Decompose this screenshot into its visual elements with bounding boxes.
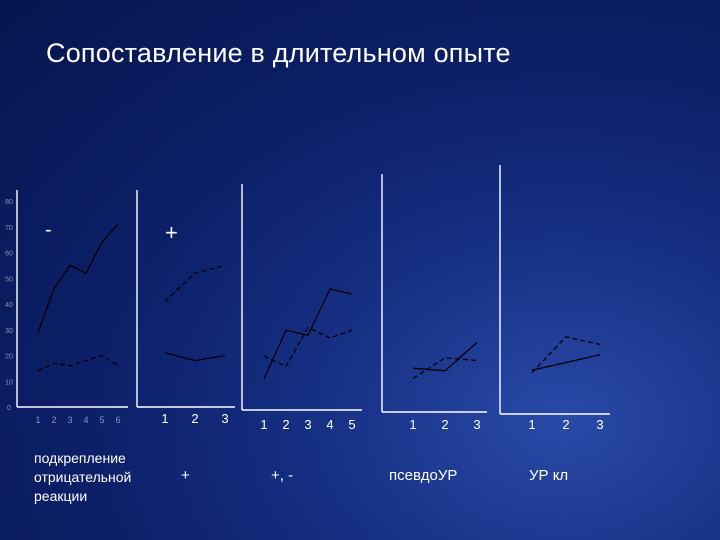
y-tick-label: 10	[5, 379, 13, 386]
slide-title: Сопоставление в длительном опыте	[46, 38, 511, 68]
series-line-solid	[164, 352, 226, 362]
x-tick-label: 1	[409, 417, 416, 432]
panel-label: -	[45, 219, 52, 241]
x-tick-label: 1	[35, 415, 40, 425]
caption-pseudo-cr: псевдоУР	[389, 467, 458, 484]
panel-label: +	[165, 220, 178, 245]
series-line-solid	[263, 288, 353, 380]
x-tick-label: 2	[441, 417, 448, 432]
x-tick-label: 2	[562, 417, 569, 432]
y-tick-label: 80	[5, 199, 13, 206]
x-tick-label: 3	[67, 415, 72, 425]
x-tick-label: 2	[51, 415, 56, 425]
caption-negative-reinforcement: подкрепление отрицательной реакции	[34, 450, 132, 504]
x-tick-label: 4	[326, 417, 333, 432]
series-line-solid	[412, 342, 478, 372]
x-tick-label: 3	[473, 417, 480, 432]
series-line-dashed	[531, 336, 601, 374]
x-tick-label: 2	[282, 417, 289, 432]
y-tick-label: 20	[5, 354, 13, 361]
x-tick-label: 3	[596, 417, 603, 432]
x-tick-label: 1	[528, 417, 535, 432]
x-tick-label: 5	[348, 417, 355, 432]
x-tick-label: 1	[161, 411, 168, 426]
caption-plus: +	[181, 467, 190, 484]
x-tick-label: 2	[191, 411, 198, 426]
y-tick-label: 40	[5, 302, 13, 309]
caption-plus-minus: +, -	[271, 467, 294, 484]
series-line-dashed	[263, 326, 353, 368]
series-line-solid	[37, 223, 119, 333]
caption-classic-cr: УР кл	[529, 467, 569, 484]
y-tick-label: 50	[5, 276, 13, 283]
x-tick-label: 6	[115, 415, 120, 425]
x-tick-label: 3	[304, 417, 311, 432]
series-line-dashed	[412, 357, 478, 380]
series-line-dashed	[37, 354, 119, 372]
y-tick-label: 60	[5, 251, 13, 258]
x-tick-label: 1	[260, 417, 267, 432]
y-tick-label: 70	[5, 225, 13, 232]
series-line-dashed	[164, 264, 226, 302]
x-tick-label: 3	[221, 411, 228, 426]
x-tick-label: 5	[99, 415, 104, 425]
series-line-solid	[531, 354, 601, 371]
y-tick-label: 0	[7, 405, 11, 412]
y-tick-label: 30	[5, 328, 13, 335]
x-tick-label: 4	[83, 415, 88, 425]
